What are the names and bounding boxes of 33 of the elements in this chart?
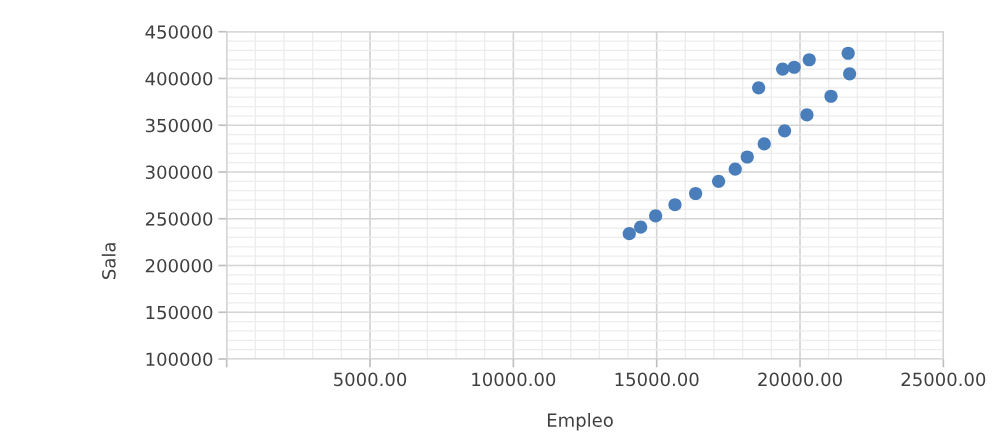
point bbox=[778, 124, 792, 138]
point bbox=[649, 209, 663, 223]
point bbox=[757, 137, 771, 151]
point bbox=[787, 60, 801, 74]
point bbox=[776, 62, 790, 76]
y-axis-title: Sala bbox=[101, 243, 116, 279]
point bbox=[689, 186, 703, 201]
point bbox=[740, 150, 754, 164]
point bbox=[802, 53, 816, 67]
y-tick-label: 200000 bbox=[145, 258, 213, 273]
y-tick-label: 350000 bbox=[145, 118, 213, 133]
y-tick-label: 450000 bbox=[145, 25, 213, 39]
point bbox=[728, 162, 742, 176]
y-tick-label: 300000 bbox=[145, 165, 213, 180]
point bbox=[843, 67, 857, 81]
y-tick-label: 250000 bbox=[145, 212, 213, 226]
point bbox=[800, 108, 814, 122]
y-tick-label: 400000 bbox=[145, 71, 213, 86]
point bbox=[824, 89, 838, 103]
x-tick-label: 15000.00 bbox=[615, 372, 699, 387]
point bbox=[712, 174, 726, 188]
point bbox=[841, 46, 855, 60]
point bbox=[634, 220, 648, 234]
x-tick-label: 10000.00 bbox=[472, 372, 556, 387]
x-tick-label: 5000.00 bbox=[334, 372, 407, 387]
point bbox=[668, 198, 682, 212]
point bbox=[622, 227, 636, 241]
x-axis-title: Empleo bbox=[547, 413, 613, 431]
y-tick-label: 150000 bbox=[146, 305, 213, 320]
x-tick-label: 25000.00 bbox=[901, 372, 986, 387]
x-tick-label: 20000.00 bbox=[758, 372, 842, 387]
point bbox=[752, 81, 766, 95]
y-tick-label: 100000 bbox=[146, 352, 213, 367]
